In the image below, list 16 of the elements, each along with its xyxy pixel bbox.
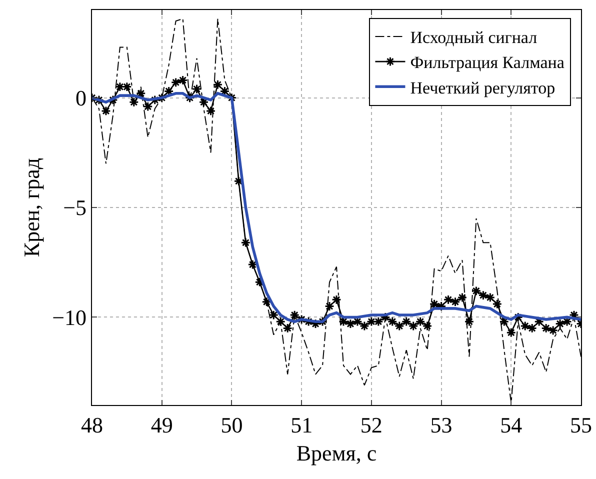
x-tick-label: 49 (150, 412, 173, 438)
x-axis-title: Время, с (296, 440, 377, 466)
x-tick-label: 55 (570, 412, 592, 438)
x-tick-label: 54 (500, 412, 522, 438)
x-tick-label: 52 (360, 412, 382, 438)
x-tick-label: 48 (81, 412, 103, 438)
x-tick-label: 50 (220, 412, 243, 438)
y-tick-label: −10 (52, 304, 86, 330)
legend-label: Исходный сигнал (410, 28, 538, 48)
y-axis-title: Крен, град (18, 158, 44, 258)
x-tick-label: 53 (430, 412, 452, 438)
y-tick-label: 0 (76, 85, 86, 110)
legend-label: Нечеткий регулятор (410, 78, 556, 98)
y-tick-label: −5 (63, 195, 86, 220)
legend-label: Фильтрация Калмана (410, 53, 565, 72)
x-tick-label: 51 (290, 412, 313, 438)
